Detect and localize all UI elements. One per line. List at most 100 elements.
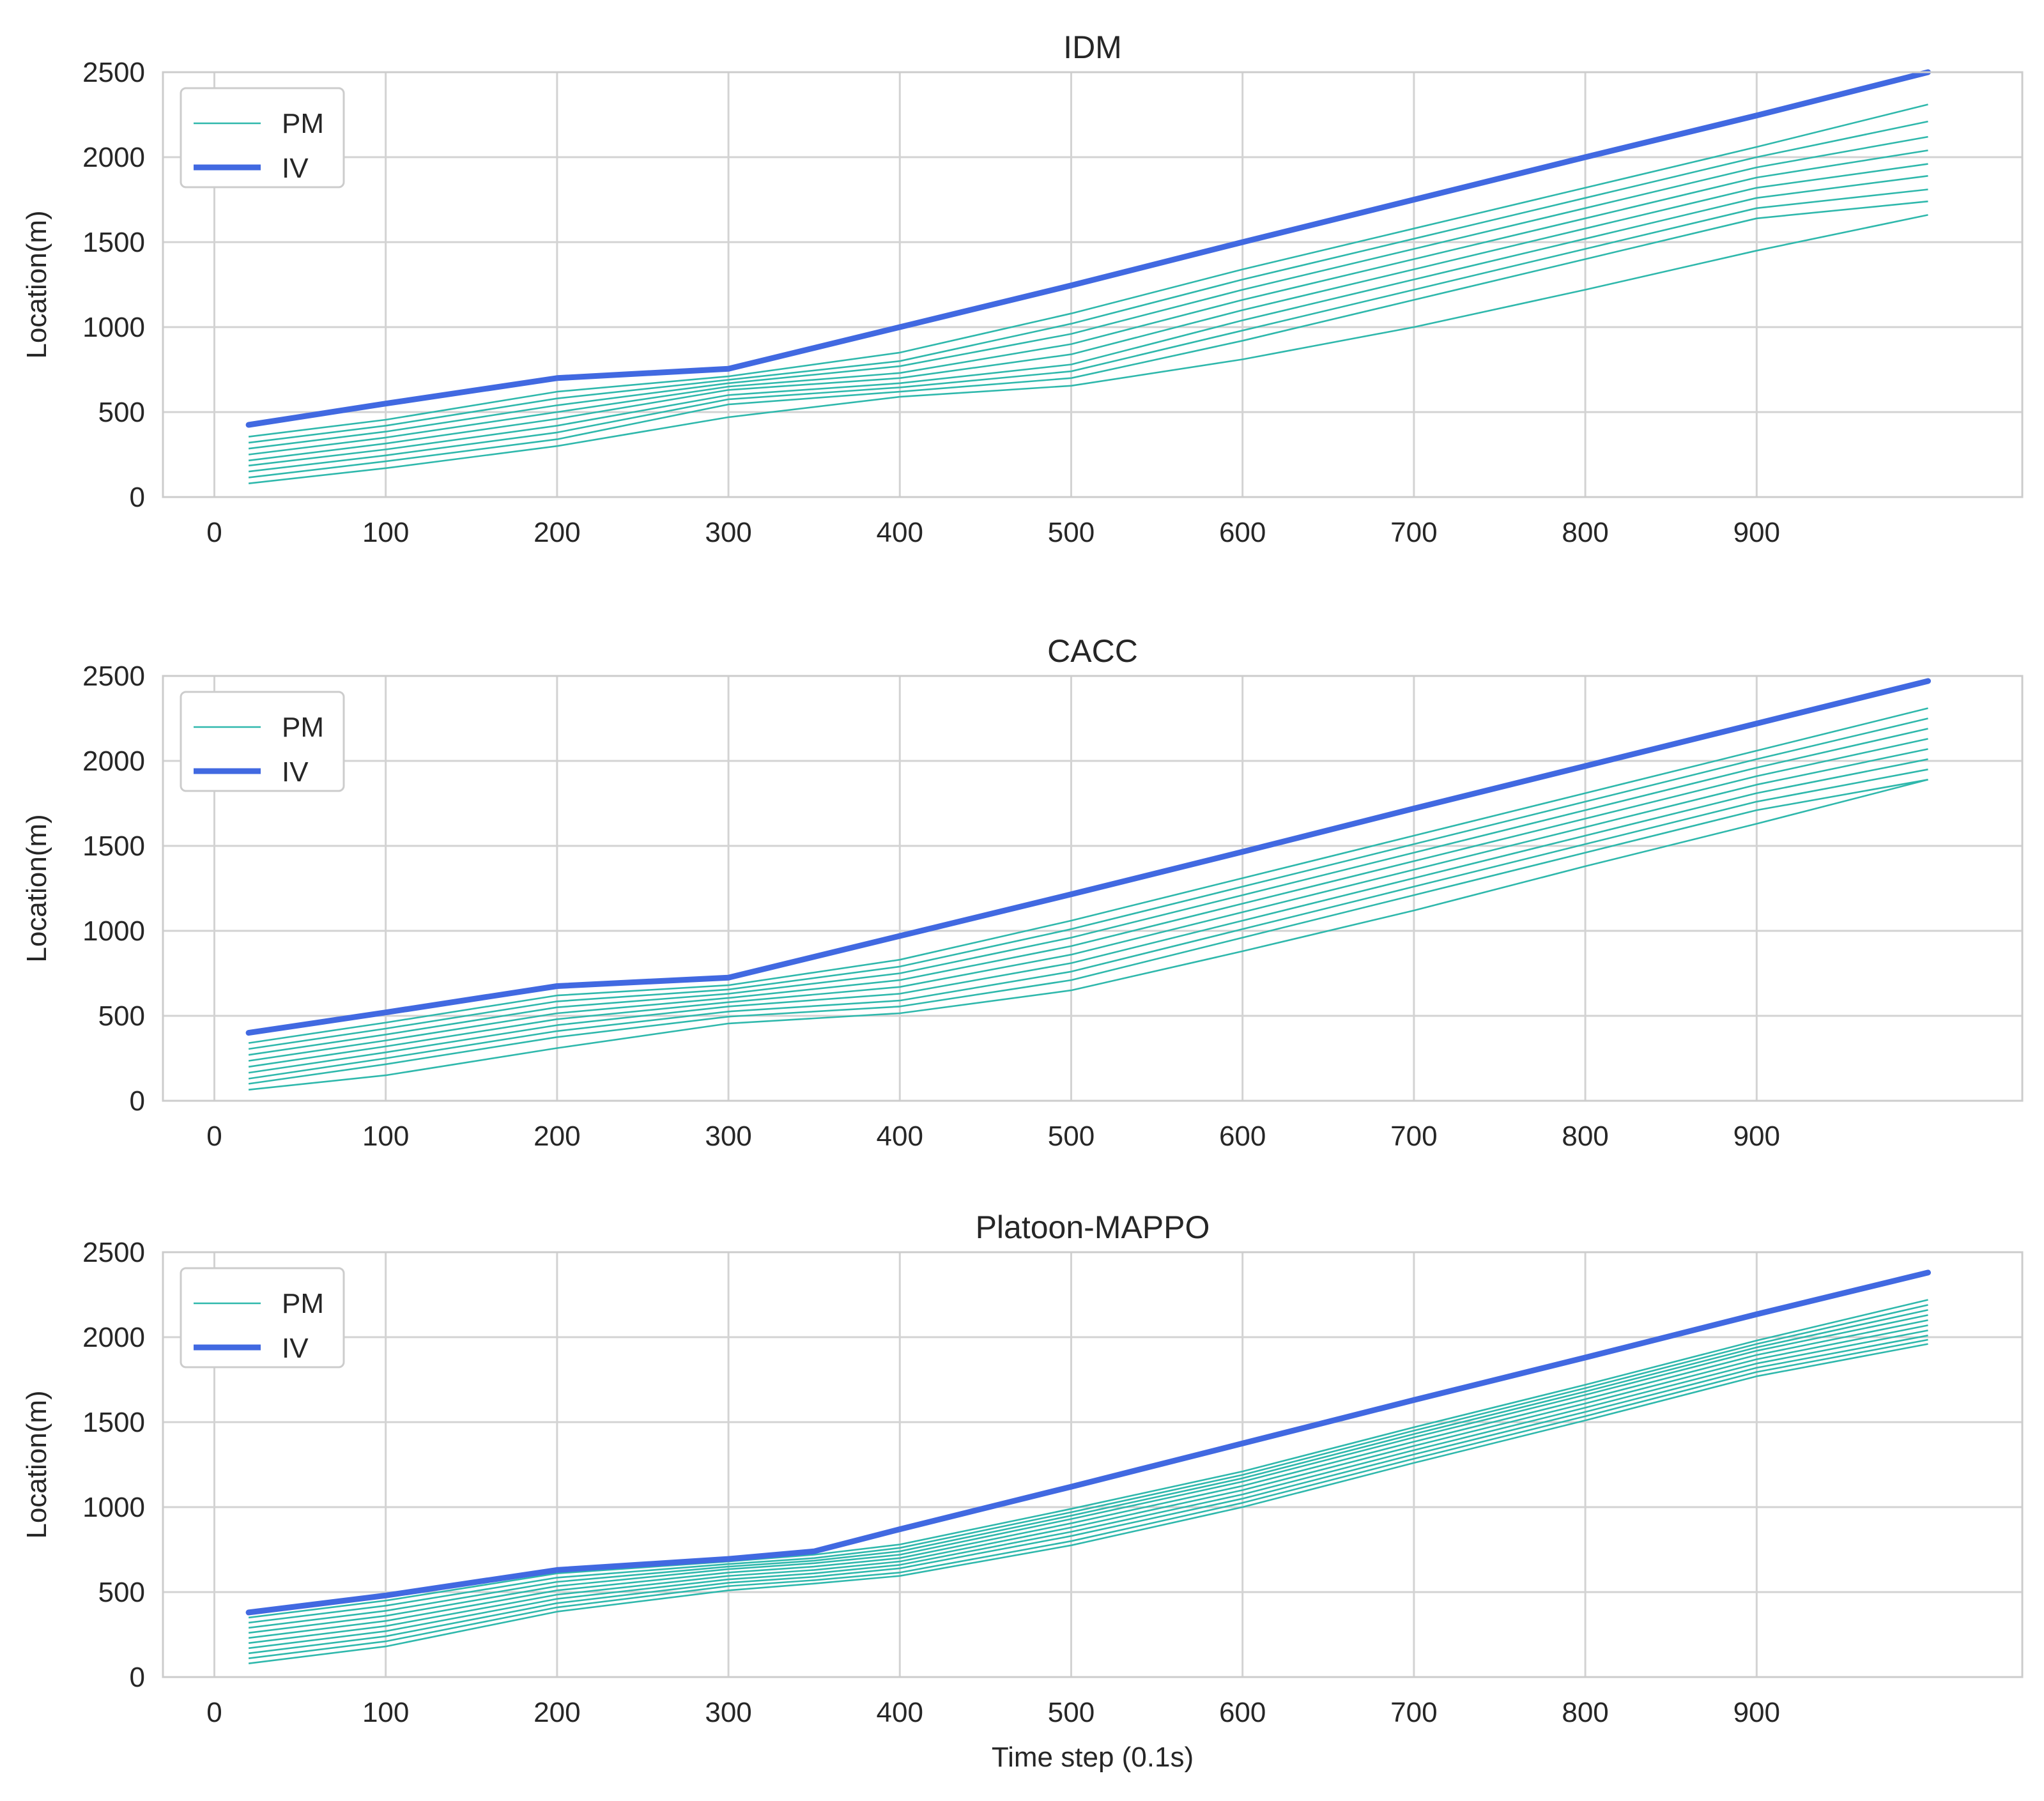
y-axis-label-platoon-mappo: Location(m) <box>21 1390 52 1538</box>
y-tick-labels-idm: 0 500 1000 1500 2000 2500 <box>82 57 145 513</box>
y-tick-label-500: 500 <box>98 1577 145 1608</box>
y-tick-label-2000: 2000 <box>82 746 145 777</box>
y-tick-label-500: 500 <box>98 397 145 428</box>
x-tick-label-600: 600 <box>1219 517 1266 548</box>
pm-line-2 <box>248 120 1928 444</box>
pm-line-5 <box>248 1319 1928 1639</box>
legend-idm: PM IV <box>180 87 345 188</box>
panel-cacc: 0 100 200 300 400 500 600 700 800 900 0 500 1000 150… <box>21 633 2024 1152</box>
pm-line-3 <box>248 1309 1928 1629</box>
legend-iv-label-idm: IV <box>282 153 309 184</box>
x-tick-label-600: 600 <box>1219 1121 1266 1152</box>
x-axis-label-platoon-mappo: Time step (0.1s) <box>992 1742 1194 1773</box>
pm-lines-platoon-mappo <box>248 1299 1928 1664</box>
y-tick-label-2500: 2500 <box>82 1237 145 1268</box>
legend-box-cacc <box>180 691 345 792</box>
pm-line-4 <box>248 738 1928 1062</box>
plot-frame-platoon-mappo <box>162 1251 2024 1678</box>
pm-line-4 <box>248 149 1928 456</box>
iv-line <box>245 678 1931 1036</box>
x-tick-label-900: 900 <box>1733 1697 1780 1728</box>
pm-line-2 <box>248 1304 1928 1624</box>
legend-iv-label-cacc: IV <box>282 756 309 788</box>
iv-line <box>245 69 1931 428</box>
legend-box-idm <box>180 87 345 188</box>
x-tick-label-900: 900 <box>1733 517 1780 548</box>
pm-line-9 <box>248 214 1928 484</box>
chart-title-idm: IDM <box>1063 29 1122 65</box>
x-tick-label-800: 800 <box>1562 1121 1608 1152</box>
legend-box-platoon-mappo <box>180 1267 345 1368</box>
pm-line-8 <box>248 200 1928 479</box>
pm-line-7 <box>248 769 1928 1080</box>
y-tick-label-2500: 2500 <box>82 661 145 692</box>
legend-iv-label-platoon-mappo: IV <box>282 1333 309 1364</box>
x-tick-label-700: 700 <box>1390 517 1437 548</box>
y-axis-label-cacc: Location(m) <box>21 814 52 962</box>
y-tick-label-2500: 2500 <box>82 57 145 88</box>
iv-line-idm <box>245 69 1931 428</box>
x-tick-label-200: 200 <box>534 517 580 548</box>
pm-line-6 <box>248 758 1928 1074</box>
pm-line-9 <box>248 779 1928 1091</box>
y-axis-label-idm: Location(m) <box>21 210 52 358</box>
y-tick-labels-cacc: 0 500 1000 1500 2000 2500 <box>82 661 145 1117</box>
panel-idm: 0 100 200 300 400 500 600 700 800 900 0 500 1000 150… <box>21 29 2024 548</box>
pm-line-1 <box>248 103 1928 438</box>
legend-platoon-mappo: PM IV <box>180 1267 345 1368</box>
x-tick-label-100: 100 <box>362 517 409 548</box>
legend-pm-label-platoon-mappo: PM <box>282 1288 324 1319</box>
chart-title-cacc: CACC <box>1047 633 1138 669</box>
x-tick-label-300: 300 <box>705 1121 751 1152</box>
x-tick-label-0: 0 <box>206 1697 222 1728</box>
y-tick-labels-platoon-mappo: 0 500 1000 1500 2000 2500 <box>82 1237 145 1693</box>
iv-line <box>245 1269 1931 1616</box>
x-tick-label-700: 700 <box>1390 1697 1437 1728</box>
y-tick-label-0: 0 <box>130 1662 145 1693</box>
x-tick-label-500: 500 <box>1048 1121 1095 1152</box>
pm-line-7 <box>248 1330 1928 1650</box>
x-tick-label-0: 0 <box>206 1121 222 1152</box>
pm-line-1 <box>248 707 1928 1044</box>
x-tick-label-100: 100 <box>362 1121 409 1152</box>
x-tick-label-300: 300 <box>705 1697 751 1728</box>
y-tick-label-0: 0 <box>130 482 145 513</box>
pm-lines-cacc <box>248 707 1928 1091</box>
pm-line-2 <box>248 717 1928 1050</box>
chart-title-platoon-mappo: Platoon-MAPPO <box>976 1209 1210 1245</box>
pm-line-7 <box>248 188 1928 473</box>
x-tick-labels-platoon-mappo: 0 100 200 300 400 500 600 700 800 900 <box>206 1697 1780 1728</box>
iv-line-platoon-mappo <box>245 1269 1931 1616</box>
y-tick-label-1500: 1500 <box>82 831 145 862</box>
y-tick-label-1000: 1000 <box>82 1492 145 1523</box>
x-tick-label-200: 200 <box>534 1121 580 1152</box>
x-tick-label-100: 100 <box>362 1697 409 1728</box>
x-tick-label-700: 700 <box>1390 1121 1437 1152</box>
pm-line-10 <box>248 1343 1928 1664</box>
pm-line-1 <box>248 1299 1928 1619</box>
x-tick-labels-idm: 0 100 200 300 400 500 600 700 800 900 <box>206 517 1780 548</box>
legend-pm-label-idm: PM <box>282 108 324 139</box>
legend-pm-label-cacc: PM <box>282 712 324 743</box>
plot-frame-cacc <box>162 675 2024 1102</box>
pm-line-6 <box>248 1324 1928 1644</box>
pm-line-8 <box>248 779 1928 1085</box>
x-tick-label-200: 200 <box>534 1697 580 1728</box>
y-tick-label-2000: 2000 <box>82 142 145 173</box>
y-tick-label-2000: 2000 <box>82 1322 145 1353</box>
x-tick-label-800: 800 <box>1562 517 1608 548</box>
y-tick-label-1500: 1500 <box>82 227 145 258</box>
y-tick-label-1000: 1000 <box>82 312 145 343</box>
pm-line-9 <box>248 1338 1928 1659</box>
x-tick-label-300: 300 <box>705 517 751 548</box>
pm-line-5 <box>248 748 1928 1068</box>
x-tick-label-400: 400 <box>877 1121 923 1152</box>
pm-line-4 <box>248 1314 1928 1634</box>
legend-cacc: PM IV <box>180 691 345 792</box>
y-tick-label-0: 0 <box>130 1085 145 1117</box>
y-tick-label-500: 500 <box>98 1000 145 1032</box>
x-tick-label-500: 500 <box>1048 1697 1095 1728</box>
pm-line-8 <box>248 1335 1928 1655</box>
